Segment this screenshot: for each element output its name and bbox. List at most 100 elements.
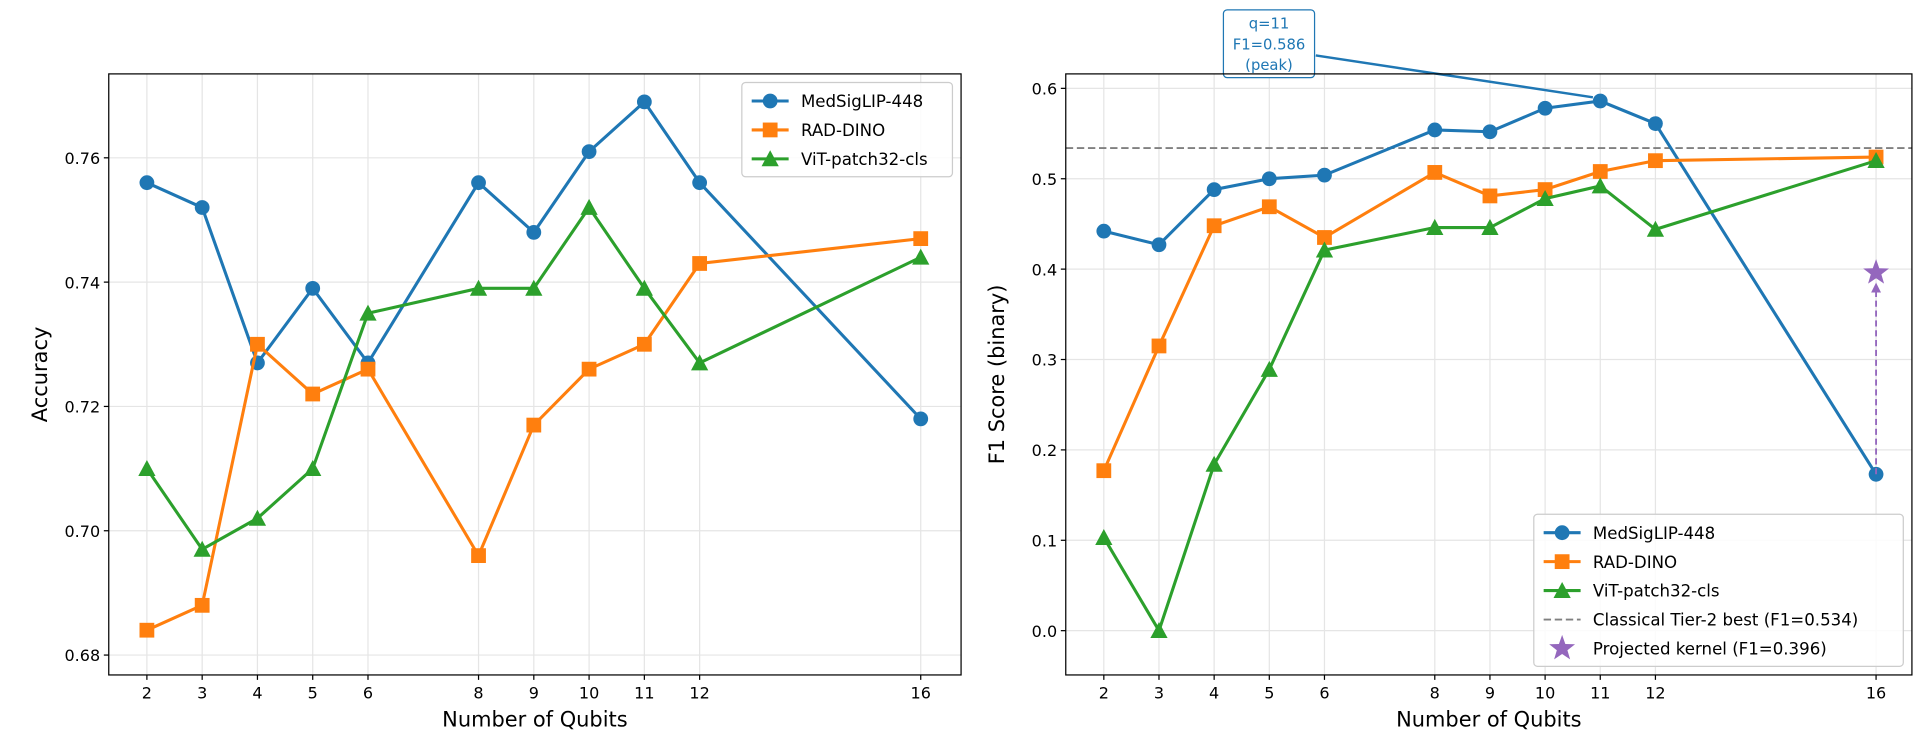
data-point [691, 354, 709, 371]
data-point [1427, 122, 1443, 138]
x-tick-label: 10 [579, 683, 599, 702]
x-tick-label: 5 [1264, 683, 1274, 702]
data-point [581, 144, 597, 159]
x-axis-label: Number of Qubits [1396, 708, 1581, 732]
legend-marker [761, 150, 779, 167]
data-point [1646, 220, 1665, 237]
annotation-text: q=11 [1249, 15, 1290, 32]
y-tick-label: 0.3 [1032, 351, 1057, 370]
data-point [193, 540, 211, 557]
data-point [692, 175, 708, 191]
legend-label: Classical Tier-2 best (F1=0.534) [1593, 611, 1858, 630]
data-point [305, 280, 321, 296]
data-point [1151, 338, 1167, 354]
y-tick-label: 0.72 [65, 398, 101, 417]
x-tick-label: 4 [1209, 683, 1219, 702]
annotation-arrow [1315, 54, 1594, 99]
data-point [305, 386, 321, 402]
data-point [1592, 164, 1608, 179]
series-ViT-patch32-cls [138, 198, 930, 557]
legend-box [1533, 513, 1904, 667]
data-point [1537, 182, 1553, 197]
data-point [1150, 622, 1168, 639]
data-point [469, 279, 488, 296]
data-point [1537, 100, 1553, 116]
legend-label: MedSigLIP-448 [1593, 524, 1715, 543]
y-tick-label: 0.4 [1032, 260, 1057, 279]
x-tick-label: 16 [911, 683, 931, 702]
legend: MedSigLIP-448 RAD-DINO ViT-patch32-cls [741, 81, 954, 178]
data-point [1648, 153, 1663, 169]
data-point [525, 279, 543, 296]
series-RAD-DINO [1096, 149, 1884, 479]
x-axis-label: Number of Qubits [442, 708, 627, 732]
data-point [1482, 188, 1498, 204]
data-point [304, 459, 322, 476]
y-tick-label: 0.5 [1032, 170, 1057, 189]
y-tick-label: 0.68 [65, 646, 101, 665]
data-point [1426, 218, 1444, 235]
x-tick-label: 2 [142, 683, 152, 702]
projected-kernel-point [1863, 259, 1890, 284]
data-point [359, 304, 377, 321]
legend-marker [1549, 634, 1576, 660]
data-point [1481, 218, 1499, 235]
data-point [526, 417, 542, 433]
data-point [138, 459, 156, 476]
x-tick-label: 8 [1430, 683, 1440, 702]
legend-label: ViT-patch32-cls [801, 150, 928, 169]
legend-marker [1553, 581, 1571, 598]
x-tick-label: 4 [252, 683, 262, 702]
x-tick-label: 3 [1154, 683, 1164, 702]
data-point [1591, 177, 1609, 194]
data-point [912, 248, 930, 265]
x-tick-label: 11 [1590, 683, 1610, 702]
data-point [1536, 190, 1554, 207]
data-point [1592, 93, 1608, 109]
data-point [913, 411, 929, 427]
annotation-box [1222, 9, 1316, 79]
legend-marker [1554, 525, 1570, 541]
legend-marker [762, 93, 778, 109]
y-axis-label: F1 Score (binary) [985, 285, 1009, 465]
legend-label: RAD-DINO [801, 121, 885, 140]
chart-1: 2 3 4 5 6 8 9 10 11 12 16 0.68 0.70 0.72 0.74 0.76 Numbe… [28, 73, 962, 732]
y-tick-label: 0.0 [1032, 622, 1057, 641]
data-point [1482, 124, 1498, 140]
data-point [1261, 199, 1277, 215]
y-tick-label: 0.6 [1032, 80, 1057, 99]
data-point [471, 175, 486, 191]
x-tick-label: 3 [197, 683, 207, 702]
projection-arrowhead [1871, 282, 1881, 293]
data-point [635, 279, 653, 296]
data-point [1206, 182, 1222, 197]
x-tick-label: 12 [1645, 683, 1665, 702]
legend-label: MedSigLIP-448 [801, 92, 923, 111]
data-point [248, 509, 267, 526]
data-point [1261, 171, 1277, 187]
data-point [250, 336, 265, 352]
y-tick-label: 0.2 [1032, 441, 1057, 460]
data-point [194, 200, 210, 215]
x-tick-label: 6 [363, 683, 373, 702]
legend-marker [1554, 554, 1570, 570]
data-point [580, 198, 598, 215]
legend: MedSigLIP-448 RAD-DINO ViT-patch32-cls Clas… [1533, 513, 1904, 667]
legend-marker [762, 122, 778, 138]
legend-label: ViT-patch32-cls [1593, 582, 1720, 601]
x-tick-label: 6 [1319, 683, 1329, 702]
series-MedSigLIP-448 [1096, 93, 1884, 482]
y-tick-label: 0.1 [1032, 531, 1057, 550]
y-tick-label: 0.76 [65, 149, 101, 168]
x-tick-label: 9 [1485, 683, 1495, 702]
annotation-text: F1=0.586 [1233, 36, 1306, 53]
data-point [139, 622, 155, 638]
data-point [1315, 241, 1334, 258]
data-point [1096, 463, 1112, 479]
x-tick-label: 9 [529, 683, 539, 702]
data-point [1867, 152, 1885, 169]
legend-box [741, 81, 954, 178]
data-point [1317, 167, 1332, 183]
x-tick-label: 8 [473, 683, 483, 702]
